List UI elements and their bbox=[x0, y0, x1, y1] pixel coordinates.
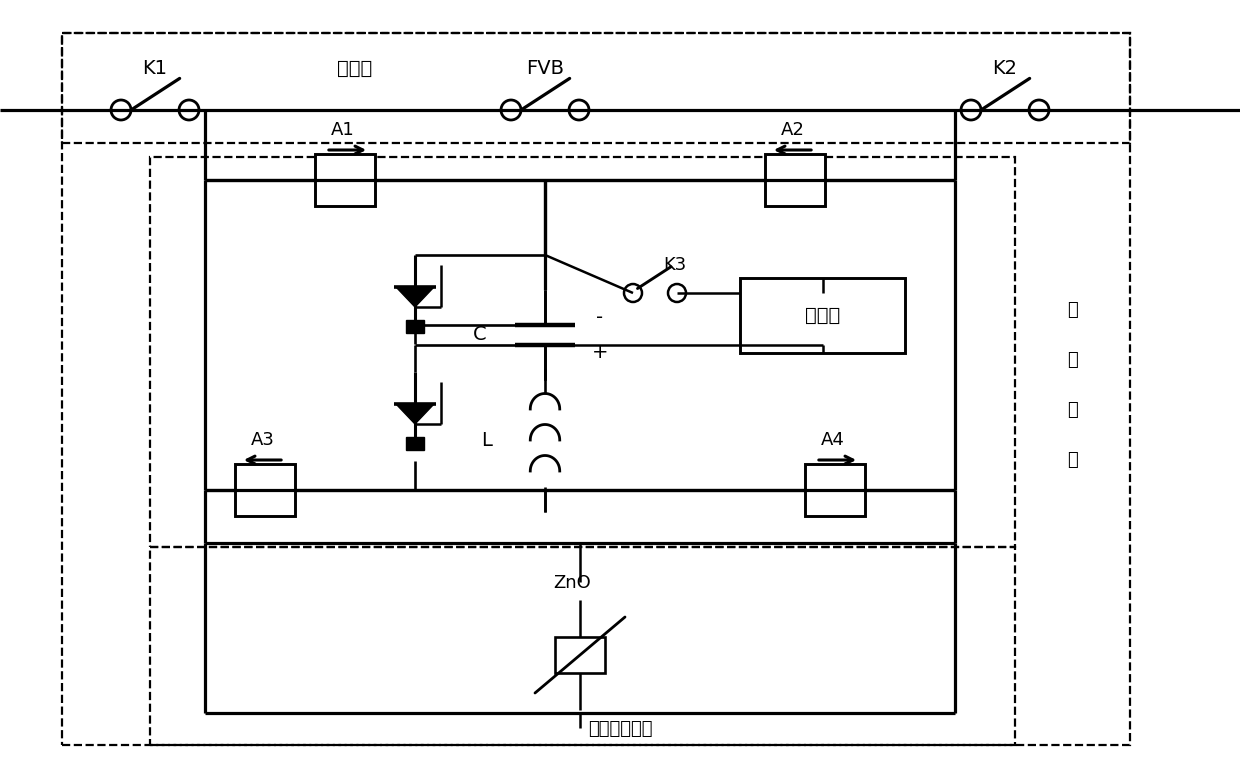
Text: -: - bbox=[596, 308, 604, 327]
Text: K1: K1 bbox=[143, 58, 167, 77]
Text: K2: K2 bbox=[992, 58, 1018, 77]
Bar bbox=[765, 154, 825, 206]
Text: K3: K3 bbox=[663, 256, 687, 274]
Bar bbox=[805, 464, 866, 516]
Bar bbox=[236, 464, 295, 516]
Text: 支: 支 bbox=[1066, 401, 1078, 419]
Text: +: + bbox=[591, 343, 609, 363]
Bar bbox=[150, 157, 1016, 547]
Text: A1: A1 bbox=[331, 121, 355, 139]
Polygon shape bbox=[396, 404, 434, 424]
Text: A4: A4 bbox=[821, 431, 844, 449]
Bar bbox=[405, 437, 424, 450]
Text: A2: A2 bbox=[781, 121, 805, 139]
Text: L: L bbox=[481, 431, 492, 450]
Text: FVB: FVB bbox=[526, 58, 564, 77]
Text: A3: A3 bbox=[250, 431, 275, 449]
Text: 移: 移 bbox=[1066, 351, 1078, 369]
Text: 转: 转 bbox=[1066, 301, 1078, 319]
Bar bbox=[315, 154, 374, 206]
Polygon shape bbox=[396, 287, 434, 307]
Bar bbox=[740, 278, 905, 353]
Text: 主支路: 主支路 bbox=[337, 58, 373, 77]
Bar bbox=[150, 547, 1016, 745]
Text: 路: 路 bbox=[1066, 451, 1078, 469]
Text: 能量吸收支路: 能量吸收支路 bbox=[588, 720, 652, 738]
Bar bbox=[556, 637, 605, 673]
Text: C: C bbox=[474, 325, 487, 344]
Text: 充电机: 充电机 bbox=[805, 306, 841, 325]
Text: ZnO: ZnO bbox=[553, 574, 591, 592]
Bar bbox=[62, 33, 1130, 745]
Bar bbox=[62, 33, 1130, 143]
Bar bbox=[405, 320, 424, 333]
